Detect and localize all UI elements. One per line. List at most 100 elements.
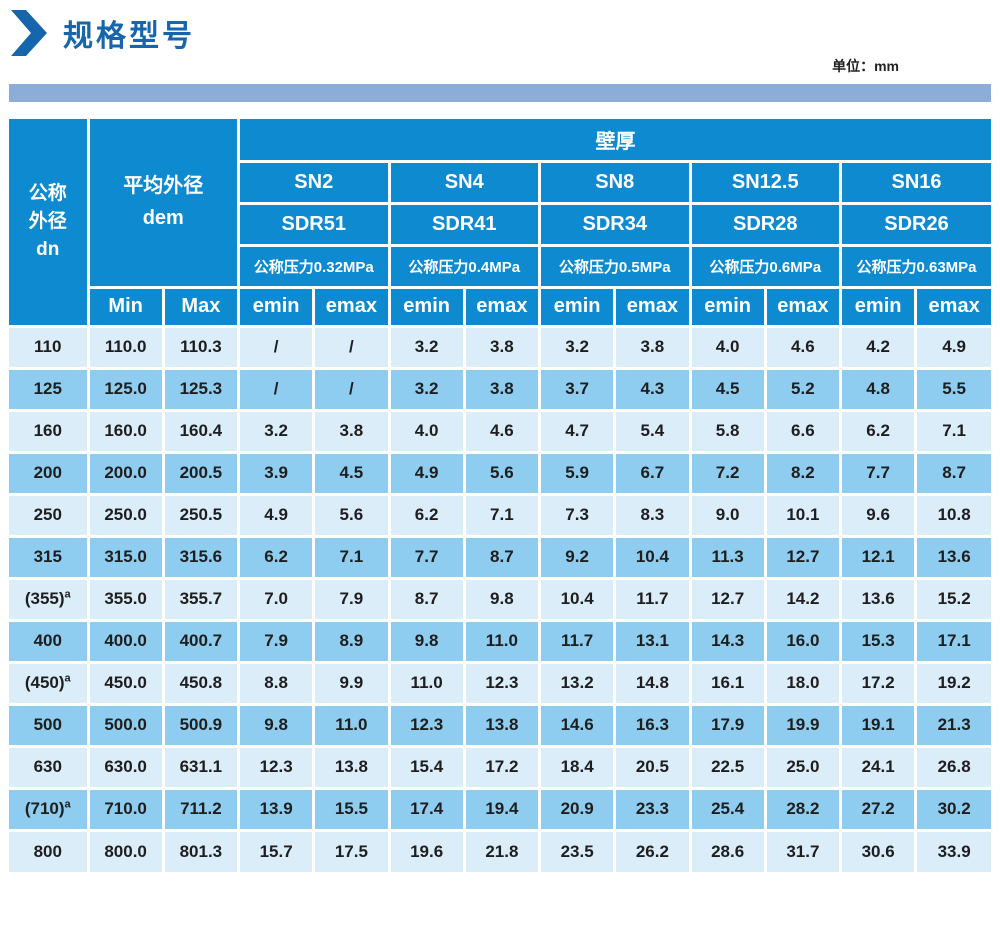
- cell-wall-thickness: 28.6: [690, 830, 767, 872]
- header-dem-line2: dem: [142, 207, 184, 230]
- cell-wall-thickness: 19.2: [915, 662, 991, 706]
- table-row: 630 630.0 631.1 12.3 13.8 15.4 17.2 18.4 20.5 22.…: [9, 746, 991, 790]
- cell-wall-thickness: 20.9: [539, 788, 617, 832]
- cell-wall-thickness: 9.0: [690, 494, 767, 538]
- cell-wall-thickness: 4.6: [765, 326, 843, 370]
- cell-min: 250.0: [88, 494, 165, 538]
- header-sn4: SN4: [389, 161, 541, 205]
- cell-wall-thickness: 14.8: [614, 662, 692, 706]
- unit-label: 单位：mm: [832, 58, 899, 74]
- cell-min: 710.0: [88, 788, 165, 832]
- header-sn12-5: SN12.5: [690, 161, 842, 205]
- cell-dn: 315: [9, 536, 90, 580]
- cell-dn: (710)a: [9, 788, 90, 832]
- cell-min: 450.0: [88, 662, 165, 706]
- cell-wall-thickness: 15.5: [313, 788, 391, 832]
- cell-wall-thickness: 24.1: [840, 746, 918, 790]
- cell-dn: (355)a: [9, 578, 90, 622]
- cell-wall-thickness: 20.5: [614, 746, 692, 790]
- table-row: 110 110.0 110.3//3.2 3.8 3.2 3.8 4.0 4.6 4.2 4.9: [9, 326, 991, 370]
- cell-wall-thickness: 4.7: [539, 410, 617, 454]
- header-dem-line1: 平均外径: [123, 175, 204, 198]
- cell-wall-thickness: 19.4: [464, 788, 542, 832]
- cell-max: 801.3: [163, 830, 241, 872]
- cell-wall-thickness: 28.2: [765, 788, 843, 832]
- header-sdr26: SDR26: [840, 203, 991, 247]
- cell-min: 355.0: [88, 578, 165, 622]
- cell-min: 500.0: [88, 704, 165, 748]
- cell-max: 631.1: [163, 746, 241, 790]
- header-emin: emin: [690, 287, 767, 328]
- table-row: 800 800.0 801.3 15.7 17.5 19.6 21.8 23.5 26.2 28.…: [9, 830, 991, 872]
- cell-wall-thickness: 5.2: [765, 368, 843, 412]
- cell-wall-thickness: 17.4: [389, 788, 466, 832]
- cell-wall-thickness: 9.8: [389, 620, 466, 664]
- header-wall-thickness: 壁厚: [238, 119, 991, 163]
- cell-max: 315.6: [163, 536, 241, 580]
- cell-wall-thickness: 6.6: [765, 410, 843, 454]
- cell-wall-thickness: 4.5: [690, 368, 767, 412]
- cell-wall-thickness: 12.3: [464, 662, 542, 706]
- cell-wall-thickness: 9.8: [464, 578, 542, 622]
- header-pressure-5: 公称压力0.63MPa: [840, 245, 991, 289]
- cell-wall-thickness: 8.7: [389, 578, 466, 622]
- cell-wall-thickness: 7.7: [840, 452, 918, 496]
- cell-wall-thickness: 7.7: [389, 536, 466, 580]
- cell-wall-thickness: 4.9: [389, 452, 466, 496]
- cell-wall-thickness: 25.4: [690, 788, 767, 832]
- cell-wall-thickness: 14.6: [539, 704, 617, 748]
- cell-wall-thickness: 7.1: [464, 494, 542, 538]
- header-sdr51: SDR51: [238, 203, 391, 247]
- spec-table-header: 公称 外径 dn 平均外径 dem 壁厚 SN2 SN4 SN8 SN12.5 …: [9, 119, 991, 328]
- cell-wall-thickness: 26.8: [915, 746, 991, 790]
- cell-wall-thickness: 15.3: [840, 620, 918, 664]
- cell-wall-thickness: 8.3: [614, 494, 692, 538]
- cell-dn: 400: [9, 620, 90, 664]
- cell-wall-thickness: 5.9: [539, 452, 617, 496]
- cell-wall-thickness: 3.2: [539, 326, 617, 370]
- cell-wall-thickness: 19.6: [389, 830, 466, 872]
- cell-min: 110.0: [88, 326, 165, 370]
- cell-wall-thickness: 3.2: [389, 326, 466, 370]
- header-emin: emin: [539, 287, 617, 328]
- cell-dn: 630: [9, 746, 90, 790]
- cell-wall-thickness: 13.8: [313, 746, 391, 790]
- cell-wall-thickness: 4.0: [690, 326, 767, 370]
- header-dn: 公称 外径 dn: [9, 119, 90, 328]
- cell-wall-thickness: 6.2: [840, 410, 918, 454]
- cell-wall-thickness: 12.3: [238, 746, 316, 790]
- table-row: 500 500.0 500.9 9.8 11.0 12.3 13.8 14.6 16.3 17.9…: [9, 704, 991, 748]
- cell-max: 250.5: [163, 494, 241, 538]
- cell-wall-thickness: 4.8: [840, 368, 918, 412]
- cell-wall-thickness: 30.2: [915, 788, 991, 832]
- cell-wall-thickness: 19.9: [765, 704, 843, 748]
- cell-wall-thickness: 30.6: [840, 830, 918, 872]
- cell-wall-thickness: 8.9: [313, 620, 391, 664]
- header-pressure-1: 公称压力0.32MPa: [238, 245, 391, 289]
- cell-wall-thickness: 4.0: [389, 410, 466, 454]
- cell-min: 400.0: [88, 620, 165, 664]
- cell-wall-thickness: 7.1: [915, 410, 991, 454]
- cell-wall-thickness: 17.5: [313, 830, 391, 872]
- table-row: 160 160.0 160.4 3.2 3.8 4.0 4.6 4.7 5.4 5.8 6.6 6.2…: [9, 410, 991, 454]
- cell-wall-thickness: 6.2: [389, 494, 466, 538]
- header-max: Max: [163, 287, 241, 328]
- table-row: 125 125.0 125.3//3.2 3.8 3.7 4.3 4.5 5.2 4.8 5.5: [9, 368, 991, 412]
- header-sn16: SN16: [840, 161, 991, 205]
- cell-wall-thickness: 19.1: [840, 704, 918, 748]
- cell-wall-thickness: 6.7: [614, 452, 692, 496]
- dn-footnote-marker: a: [64, 588, 71, 601]
- cell-max: 125.3: [163, 368, 241, 412]
- cell-wall-thickness: 17.9: [690, 704, 767, 748]
- cell-wall-thickness: 15.2: [915, 578, 991, 622]
- cell-wall-thickness: 25.0: [765, 746, 843, 790]
- cell-max: 400.7: [163, 620, 241, 664]
- cell-wall-thickness: 4.6: [464, 410, 542, 454]
- cell-wall-thickness: 17.2: [464, 746, 542, 790]
- spec-table: 公称 外径 dn 平均外径 dem 壁厚 SN2 SN4 SN8 SN12.5 …: [9, 119, 991, 872]
- cell-wall-thickness: 9.9: [313, 662, 391, 706]
- cell-wall-thickness: 10.1: [765, 494, 843, 538]
- cell-wall-thickness: 3.8: [464, 368, 542, 412]
- cell-max: 355.7: [163, 578, 241, 622]
- header-emin: emin: [840, 287, 918, 328]
